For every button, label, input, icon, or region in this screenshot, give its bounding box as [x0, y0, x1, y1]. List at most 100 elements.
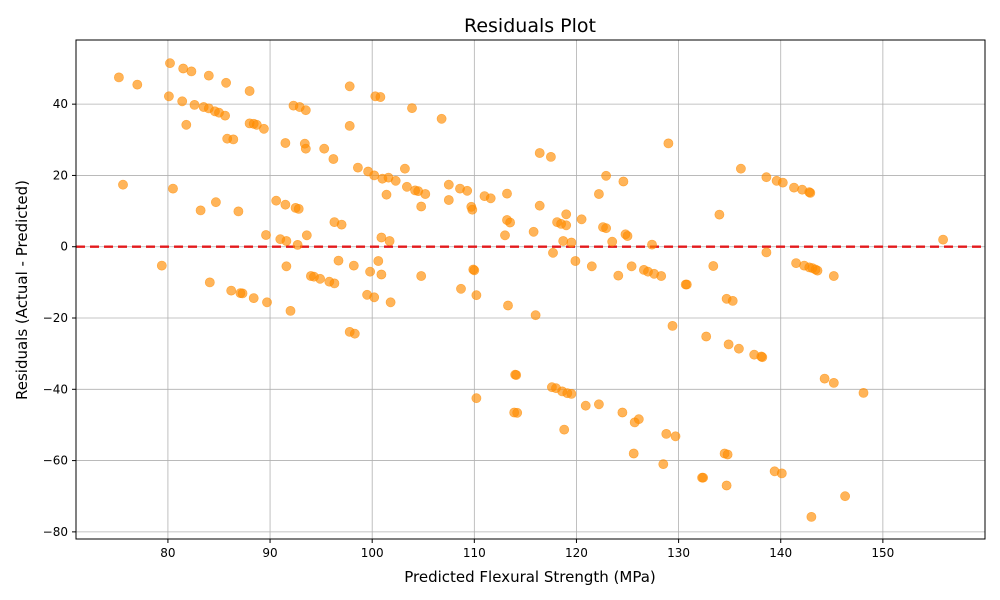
- residual-point: [647, 239, 657, 250]
- residual-point: [534, 200, 545, 211]
- residual-point: [791, 258, 801, 268]
- residual-point: [244, 86, 255, 96]
- residual-point: [416, 201, 427, 212]
- residual-point: [511, 370, 522, 380]
- residual-point: [512, 407, 523, 418]
- residual-point: [701, 331, 712, 342]
- x-tick-label: 110: [463, 546, 486, 560]
- residual-point: [168, 183, 178, 194]
- residual-point: [329, 278, 340, 289]
- residual-point: [328, 154, 339, 164]
- residual-point: [761, 172, 772, 183]
- x-axis-label: Predicted Flexural Strength (MPa): [404, 568, 655, 586]
- residual-point: [189, 100, 200, 110]
- residual-point: [226, 285, 237, 296]
- residual-point: [723, 339, 734, 350]
- residual-point: [220, 110, 230, 121]
- residual-point: [181, 119, 192, 130]
- residual-point: [698, 472, 708, 483]
- residual-point: [401, 181, 412, 192]
- residual-point: [352, 162, 363, 173]
- residual-point: [828, 377, 839, 388]
- residual-point: [261, 230, 271, 240]
- residual-point: [805, 187, 816, 198]
- residual-point: [485, 193, 496, 204]
- chart-title: Residuals Plot: [464, 15, 596, 37]
- residual-point: [407, 103, 417, 113]
- residual-point: [594, 189, 604, 199]
- residual-point: [656, 271, 667, 281]
- residual-point: [503, 300, 513, 311]
- y-tick-label: 40: [53, 97, 68, 111]
- residual-point: [561, 220, 572, 231]
- residual-point: [757, 352, 768, 363]
- residual-point: [285, 305, 296, 316]
- residual-point: [293, 203, 304, 214]
- residual-point: [203, 70, 214, 81]
- residual-point: [233, 206, 244, 217]
- residual-point: [280, 138, 291, 148]
- residual-point: [714, 209, 725, 220]
- residual-point: [607, 236, 618, 247]
- residual-point: [601, 223, 611, 234]
- residual-point: [558, 236, 569, 246]
- residual-point: [721, 480, 732, 491]
- residual-point: [365, 266, 375, 277]
- residual-point: [500, 230, 510, 241]
- residual-point: [301, 230, 312, 241]
- residual-point: [594, 399, 604, 410]
- x-tick-label: 150: [871, 546, 894, 560]
- residual-point: [443, 179, 454, 190]
- residual-point: [271, 195, 282, 206]
- residual-point: [613, 270, 624, 281]
- residual-point: [132, 79, 143, 90]
- residual-point: [530, 310, 541, 321]
- residual-point: [502, 188, 512, 199]
- x-axis-ticks: 80 90 100 110 120 130 140 150: [160, 539, 894, 560]
- residual-point: [204, 277, 215, 288]
- residual-point: [210, 197, 221, 208]
- residual-point: [237, 288, 248, 299]
- residual-point: [280, 199, 291, 210]
- residual-point: [443, 195, 454, 205]
- residual-point: [586, 261, 597, 272]
- residual-point: [681, 279, 692, 290]
- residual-point: [165, 58, 175, 69]
- residual-point: [559, 424, 570, 435]
- residual-point: [819, 373, 830, 384]
- residual-point: [456, 283, 466, 294]
- residual-point: [761, 247, 772, 258]
- residual-point: [281, 236, 292, 246]
- residual-point: [618, 176, 629, 187]
- residual-point: [469, 265, 480, 276]
- y-tick-label: −40: [43, 382, 68, 396]
- residual-point: [436, 113, 447, 124]
- residual-point: [534, 148, 545, 158]
- residual-point: [336, 219, 347, 230]
- residual-point: [661, 428, 672, 439]
- residual-point: [195, 205, 206, 216]
- residual-point: [629, 417, 640, 428]
- residual-point: [262, 297, 272, 308]
- residual-point: [617, 407, 628, 418]
- residual-point: [300, 105, 311, 116]
- residual-point: [416, 271, 427, 281]
- residual-point: [722, 449, 733, 460]
- y-axis-label: Residuals (Actual - Predicted): [13, 180, 31, 400]
- y-tick-label: −80: [43, 525, 68, 539]
- residual-point: [292, 239, 303, 250]
- residual-point: [806, 512, 817, 522]
- residual-point: [319, 143, 330, 154]
- residual-point: [258, 123, 269, 134]
- residual-point: [776, 468, 787, 479]
- residual-point: [858, 387, 869, 398]
- residual-point: [727, 295, 738, 306]
- residual-point: [777, 177, 788, 188]
- residual-point: [658, 459, 669, 469]
- residual-point: [349, 328, 360, 339]
- x-tick-label: 90: [262, 546, 277, 560]
- residual-point: [178, 63, 189, 74]
- residual-point: [576, 214, 587, 225]
- x-tick-label: 100: [361, 546, 384, 560]
- residual-point: [580, 400, 591, 411]
